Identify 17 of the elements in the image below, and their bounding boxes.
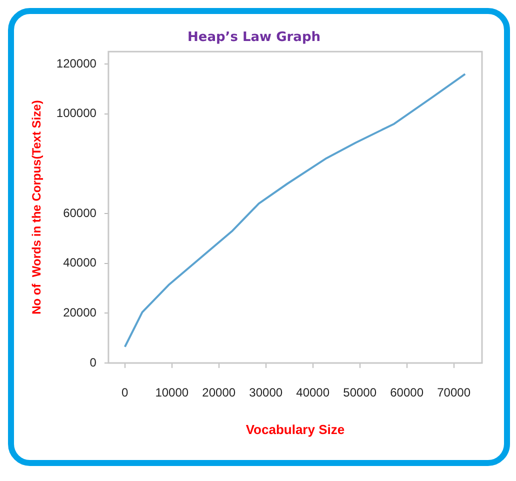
y-tick-label: 0 [90, 355, 97, 370]
y-tick-label: 40000 [63, 256, 97, 270]
y-tick-label: 100000 [56, 106, 97, 120]
x-tick-label: 50000 [343, 386, 377, 400]
y-tick-label: 60000 [63, 206, 97, 220]
x-tick-label: 10000 [155, 386, 189, 400]
x-tick-label: 60000 [390, 386, 424, 400]
y-tick-label: 120000 [56, 56, 97, 70]
chart-title: Heap’s Law Graph [188, 30, 320, 46]
x-tick-label: 70000 [437, 386, 471, 400]
y-axis-title: No of Words in the Corpus(Text Size) [30, 100, 44, 314]
x-axis-title: Vocabulary Size [246, 422, 345, 437]
x-tick-label: 30000 [249, 386, 283, 400]
x-tick-label: 0 [122, 386, 129, 400]
x-tick-label: 40000 [296, 386, 330, 400]
y-tick-label: 20000 [63, 305, 97, 320]
x-tick-label: 20000 [202, 386, 236, 400]
